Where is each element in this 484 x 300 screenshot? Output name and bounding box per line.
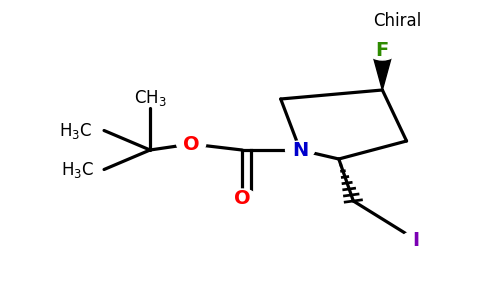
Circle shape: [286, 141, 315, 159]
Circle shape: [177, 135, 206, 153]
Text: F: F: [376, 41, 389, 61]
Circle shape: [402, 231, 431, 249]
Text: H$_3$C: H$_3$C: [61, 160, 94, 179]
Text: Chiral: Chiral: [373, 12, 421, 30]
Text: O: O: [183, 134, 199, 154]
Text: CH$_3$: CH$_3$: [134, 88, 166, 108]
Polygon shape: [372, 51, 393, 90]
Circle shape: [227, 189, 257, 207]
Text: I: I: [413, 230, 420, 250]
Text: N: N: [292, 140, 308, 160]
Text: O: O: [234, 188, 250, 208]
Text: H$_3$C: H$_3$C: [59, 121, 92, 140]
Circle shape: [368, 42, 397, 60]
